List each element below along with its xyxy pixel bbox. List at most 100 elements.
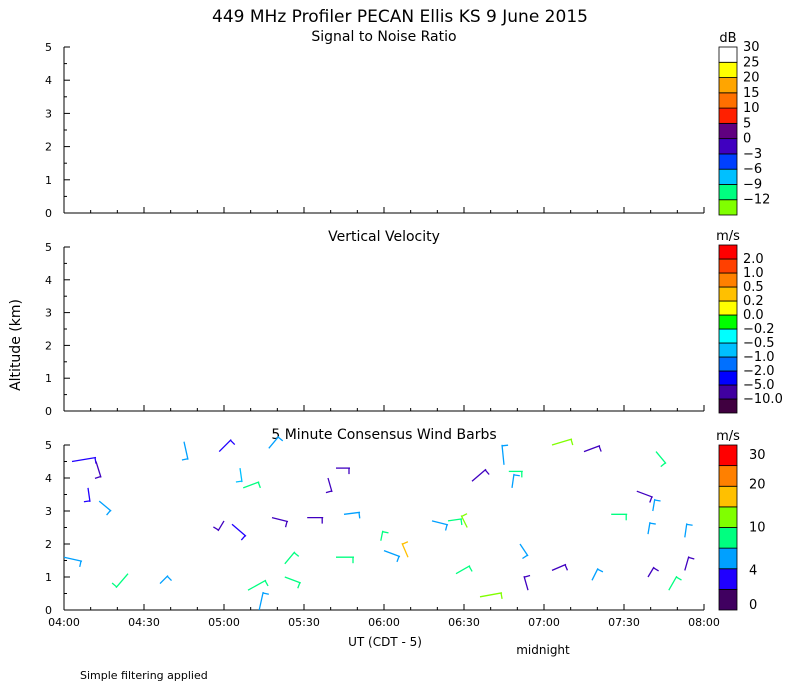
wind-barb [325,477,333,494]
colorbar-cell [718,328,738,344]
barb-staff [284,576,302,584]
panels: Signal to Noise Ratio012345dB−12−9−6−305… [45,29,783,629]
colorbar-cell [718,61,738,78]
x-tick-label: 07:30 [608,616,640,629]
wind-barb [647,521,656,535]
wind-barb [455,565,473,575]
barb-flag [597,568,604,573]
x-tick-label: 05:30 [288,616,320,629]
barb-staff [647,521,651,535]
barb-flag [522,554,528,560]
colorbar-label: 0.0 [743,308,764,323]
barb-staff [242,481,260,489]
barb-staff [668,575,678,591]
wind-barb [380,530,389,541]
y-tick-label: 4 [45,274,52,287]
barb-staff [268,435,280,449]
barb-staff [71,456,97,463]
wind-barb [401,541,409,558]
wind-barb [268,435,284,449]
colorbar-cell [718,122,738,140]
wind-barb [655,451,667,468]
midnight-label: midnight [516,643,570,657]
colorbar-label: 30 [743,40,760,55]
footer-note: Simple filtering applied [80,669,208,682]
wind-barb [284,551,300,565]
barb-staff [501,444,505,465]
barb-staff [471,468,487,482]
colorbar-label: 0.2 [743,294,764,309]
colorbar-cell [718,107,738,124]
barb-flag [570,439,574,446]
colorbar-unit: m/s [716,229,740,244]
wind-barb [258,591,269,611]
barb-flag [484,469,490,475]
colorbar-label: 4 [749,563,757,578]
barb-flag [83,500,90,503]
barb-flag [649,496,653,503]
wind-barb [242,481,261,489]
barb-staff [511,473,515,488]
y-tick-label: 1 [45,571,52,584]
y-tick-label: 4 [45,472,52,485]
colorbar-label: 20 [749,478,766,493]
barb-flag [675,576,682,581]
barb-staff [647,566,655,578]
y-tick-label: 0 [45,604,52,617]
colorbar-cell [718,92,738,109]
wind-barb [94,461,102,479]
barb-staff [523,576,529,591]
barb-staff [460,515,468,528]
wind-barb [519,543,529,560]
barb-staff [183,441,189,460]
colorbar-cell [718,444,738,467]
panel-2: Vertical Velocity012345m/s−10.0−5.0−2.0−… [45,229,783,418]
colorbar-label: −1.0 [743,350,775,365]
colorbar-label: 10 [749,521,766,536]
colorbar-label: 0 [749,598,757,613]
wind-barb [611,513,628,521]
y-tick-label: 5 [45,41,52,54]
y-tick-label: 5 [45,439,52,452]
barb-staff [591,568,599,581]
wind-barb [284,576,302,589]
y-tick-label: 3 [45,505,52,518]
barb-staff [652,498,656,512]
barb-flag [460,518,463,526]
colorbar-label: −0.2 [743,322,775,337]
colorbar-cell [718,588,738,611]
wind-barb [307,516,324,524]
barb-flag [649,522,656,525]
barb-staff [401,542,409,558]
barb-flag [262,592,269,595]
barb-flag [382,531,389,534]
y-tick-label: 0 [45,207,52,220]
colorbar-cell [718,138,738,155]
barb-staff [115,573,129,589]
barb-staff [655,451,667,465]
x-axis-label: UT (CDT - 5) [348,635,422,649]
figure-title: 449 MHz Profiler PECAN Ellis KS 9 June 2… [212,7,588,27]
barb-staff [684,556,690,571]
barb-flag [79,560,82,567]
wind-barb [71,456,97,464]
colorbar-label: 30 [749,448,766,463]
y-axis-label: Altitude (km) [8,299,24,391]
barb-staff [218,439,232,453]
colorbar-label: −9 [743,177,762,192]
wind-barb [271,516,289,528]
y-tick-label: 2 [45,141,52,154]
barb-flag [166,575,172,582]
colorbar-label: −6 [743,162,762,177]
barb-staff [431,520,449,526]
wind-barb [336,556,354,564]
barb-flag [654,499,661,502]
barb-staff [383,549,401,558]
barb-flag [240,535,246,541]
barb-staff [87,487,91,502]
colorbar-label: 5 [743,116,751,131]
wind-barb [551,563,569,571]
barb-staff [479,592,503,598]
wind-barb [111,573,129,589]
